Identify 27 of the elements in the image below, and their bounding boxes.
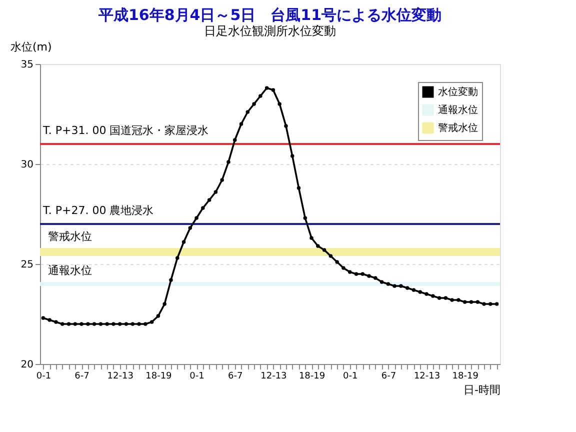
x-tick-label: 0-1	[190, 372, 204, 382]
x-tick-label: 6-7	[381, 372, 396, 382]
x-tick-label: 12-13	[260, 372, 287, 382]
x-tick-label: 6-7	[228, 372, 243, 382]
y-tick-label: 25	[20, 260, 34, 270]
x-tick-label: 18-19	[146, 372, 172, 382]
y-tick-label: 20	[20, 360, 34, 370]
ref-line-label: T. P+31. 00 国道冠水・家屋浸水	[42, 124, 209, 137]
x-tick-label: 18-19	[298, 372, 326, 382]
x-tick-label: 0-1	[343, 372, 358, 382]
x-tick-label: 12-13	[414, 372, 440, 382]
x-tick-label: 6-7	[74, 372, 90, 382]
x-axis-title: 日-時間	[464, 384, 500, 396]
y-tick-label: 30	[20, 160, 34, 170]
y-axis-title: 水位(m)	[10, 40, 52, 54]
legend-label: 通報水位	[438, 104, 478, 116]
legend-label: 警戒水位	[438, 122, 478, 134]
chart-title: 平成16年8月4日～5日 台風11号による水位変動	[97, 6, 442, 24]
x-tick-label: 18-19	[452, 372, 479, 382]
ref-line-label: T. P+27. 00 農地浸水	[42, 204, 154, 217]
text: 警戒水位	[48, 230, 92, 243]
legend-label: 水位変動	[438, 86, 478, 98]
chart-subtitle: 日足水位観測所水位変動	[204, 24, 336, 38]
x-tick-label: 0-1	[36, 372, 52, 382]
text: 通報水位	[48, 264, 92, 277]
x-tick-label: 12-13	[107, 372, 134, 382]
y-tick-label: 35	[20, 60, 34, 70]
